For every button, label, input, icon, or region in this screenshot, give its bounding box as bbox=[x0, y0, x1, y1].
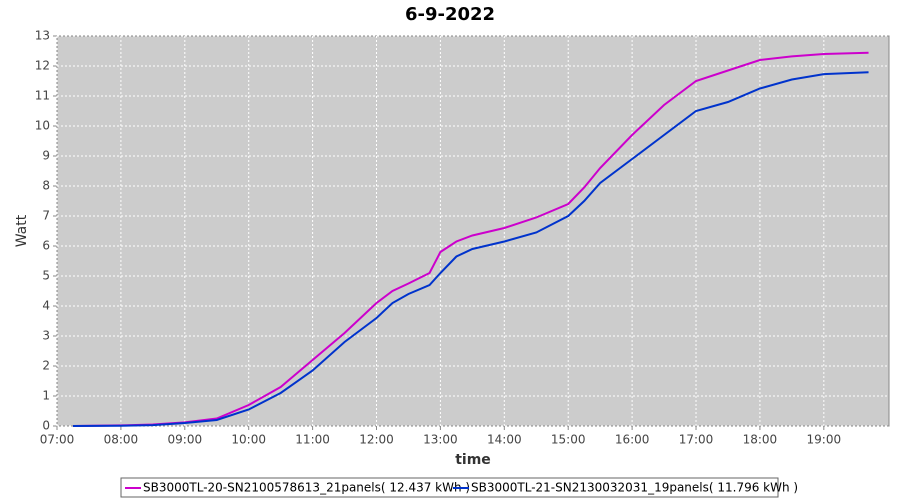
y-tick-label: 12 bbox=[35, 59, 50, 73]
y-tick-label: 13 bbox=[35, 29, 50, 43]
x-tick-label: 07:00 bbox=[40, 433, 75, 447]
y-tick-label: 1 bbox=[42, 389, 50, 403]
x-tick-label: 14:00 bbox=[487, 433, 522, 447]
y-tick-label: 4 bbox=[42, 299, 50, 313]
line-series bbox=[72, 71, 869, 427]
y-tick-label: 3 bbox=[42, 329, 50, 343]
legend bbox=[120, 477, 779, 498]
x-tick-label: 11:00 bbox=[295, 433, 330, 447]
y-tick-label: 11 bbox=[35, 89, 50, 103]
x-tick-label: 15:00 bbox=[551, 433, 586, 447]
x-tick-label: 19:00 bbox=[807, 433, 842, 447]
y-tick-label: 0 bbox=[42, 419, 50, 433]
y-axis-label: Watt bbox=[14, 214, 30, 247]
line-series bbox=[72, 51, 869, 427]
legend-label: SB3000TL-20-SN2100578613_21panels( 12.43… bbox=[143, 481, 470, 495]
x-tick-label: 18:00 bbox=[743, 433, 778, 447]
x-tick-label: 08:00 bbox=[104, 433, 139, 447]
y-tick-label: 8 bbox=[42, 179, 50, 193]
x-tick-label: 09:00 bbox=[168, 433, 203, 447]
x-tick-label: 13:00 bbox=[423, 433, 458, 447]
chart-title: 6-9-2022 bbox=[405, 4, 495, 25]
x-tick-label: 12:00 bbox=[359, 433, 394, 447]
y-tick-label: 9 bbox=[42, 149, 50, 163]
y-tick-label: 7 bbox=[42, 209, 50, 223]
x-tick-label: 16:00 bbox=[615, 433, 650, 447]
y-tick-label: 10 bbox=[35, 119, 50, 133]
x-tick-label: 10:00 bbox=[231, 433, 266, 447]
x-axis-label: time bbox=[455, 452, 491, 468]
y-tick-label: 6 bbox=[42, 239, 50, 253]
y-tick-label: 5 bbox=[42, 269, 50, 283]
legend-label: SB3000TL-21-SN2130032031_19panels( 11.79… bbox=[471, 481, 798, 495]
plot-area bbox=[56, 35, 890, 427]
y-tick-label: 2 bbox=[42, 359, 50, 373]
x-tick-label: 17:00 bbox=[679, 433, 714, 447]
